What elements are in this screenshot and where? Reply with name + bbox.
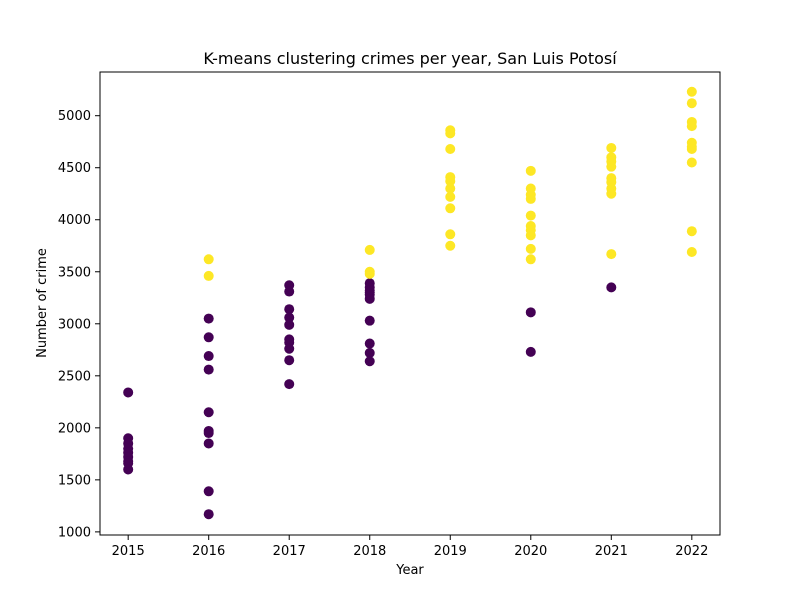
data-point-cluster0-23 (284, 319, 295, 330)
data-point-cluster1-15 (525, 165, 536, 176)
data-points (123, 86, 697, 520)
data-point-cluster1-4 (364, 268, 375, 279)
x-tick-label: 2020 (514, 544, 547, 559)
data-point-cluster1-25 (606, 142, 617, 153)
data-point-cluster1-0 (203, 254, 214, 265)
data-point-cluster1-24 (525, 254, 536, 265)
plot-area-frame (99, 71, 721, 536)
data-point-cluster0-16 (203, 438, 214, 449)
data-point-cluster0-35 (364, 315, 375, 326)
data-point-cluster0-18 (203, 509, 214, 520)
data-point-cluster0-0 (123, 387, 134, 398)
x-tick-label: 2019 (434, 544, 467, 559)
y-tick-label: 2000 (58, 421, 91, 436)
x-tick-label: 2016 (192, 544, 225, 559)
data-point-cluster0-34 (364, 293, 375, 304)
x-axis-title: Year (395, 563, 424, 578)
data-point-cluster0-13 (203, 407, 214, 418)
data-point-cluster1-9 (445, 176, 456, 187)
data-point-cluster0-41 (606, 282, 617, 293)
x-tick-label: 2018 (353, 544, 386, 559)
data-point-cluster0-11 (203, 351, 214, 362)
data-point-cluster1-7 (445, 143, 456, 154)
data-point-cluster1-35 (686, 98, 697, 109)
data-point-cluster0-8 (123, 464, 134, 475)
data-point-cluster0-28 (284, 379, 295, 390)
data-point-cluster0-40 (525, 346, 536, 357)
data-point-cluster1-23 (525, 243, 536, 254)
data-point-cluster1-43 (686, 247, 697, 257)
data-point-cluster0-20 (284, 286, 295, 297)
data-point-cluster1-18 (525, 193, 536, 204)
data-point-cluster1-40 (686, 143, 697, 154)
data-point-cluster0-10 (203, 332, 214, 343)
data-point-cluster0-21 (284, 304, 295, 315)
data-point-cluster1-2 (364, 244, 375, 255)
data-point-cluster1-14 (445, 240, 456, 251)
data-point-cluster1-28 (606, 161, 617, 172)
data-point-cluster1-13 (445, 229, 456, 240)
y-axis-ticks: 1000 1500 2000 2500 3000 3500 4000 4500 5000 (58, 109, 100, 540)
data-point-cluster0-27 (284, 355, 295, 366)
y-tick-label: 4000 (58, 213, 91, 228)
data-point-cluster0-9 (203, 313, 214, 324)
data-point-cluster1-1 (203, 270, 214, 281)
data-point-cluster1-11 (445, 191, 456, 202)
data-point-cluster1-10 (445, 183, 456, 194)
x-tick-label: 2021 (595, 544, 628, 559)
data-point-cluster0-39 (525, 307, 536, 318)
data-point-cluster0-15 (203, 428, 214, 439)
y-tick-label: 5000 (58, 109, 91, 124)
data-point-cluster0-38 (364, 356, 375, 367)
y-tick-label: 1500 (58, 473, 91, 488)
y-tick-label: 2500 (58, 369, 91, 384)
x-axis-ticks: 2015 2016 2017 2018 2019 2020 2021 2022 (112, 535, 708, 559)
y-axis-title: Number of crime (35, 248, 50, 358)
data-point-cluster1-19 (525, 210, 536, 221)
data-point-cluster1-41 (686, 157, 697, 168)
y-tick-label: 3000 (58, 317, 91, 332)
y-tick-label: 3500 (58, 265, 91, 280)
y-tick-label: 1000 (58, 525, 91, 540)
x-tick-label: 2022 (675, 544, 708, 559)
x-tick-label: 2017 (273, 544, 306, 559)
data-point-cluster1-33 (606, 249, 617, 260)
data-point-cluster0-36 (364, 338, 375, 349)
data-point-cluster0-26 (284, 343, 295, 354)
data-point-cluster1-37 (686, 121, 697, 132)
data-point-cluster1-32 (606, 188, 617, 199)
data-point-cluster0-37 (364, 347, 375, 358)
data-point-cluster0-12 (203, 364, 214, 375)
data-point-cluster0-22 (284, 312, 295, 323)
x-tick-label: 2015 (112, 544, 145, 559)
data-point-cluster1-6 (445, 128, 456, 139)
data-point-cluster1-22 (525, 230, 536, 241)
data-point-cluster1-42 (686, 226, 697, 237)
data-point-cluster1-34 (686, 86, 697, 97)
data-point-cluster1-12 (445, 203, 456, 214)
y-tick-label: 4500 (58, 161, 91, 176)
chart-title: K-means clustering crimes per year, San … (203, 49, 617, 68)
data-point-cluster0-17 (203, 486, 214, 497)
